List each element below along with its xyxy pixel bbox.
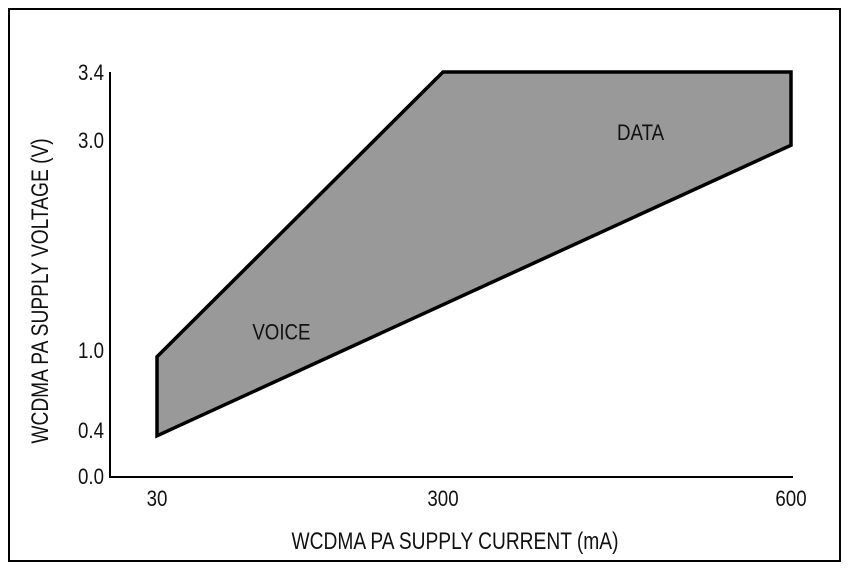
y-tick-label: 3.4 [78, 62, 104, 86]
y-axis-title: WCDMA PA SUPPLY VOLTAGE (V) [26, 138, 54, 443]
x-tick-label: 300 [427, 488, 458, 512]
x-tick-label: 600 [775, 488, 806, 512]
region-label: DATA [617, 122, 664, 146]
y-tick-label: 3.0 [78, 130, 104, 154]
region-label: VOICE [252, 321, 310, 345]
x-axis-title: WCDMA PA SUPPLY CURRENT (mA) [292, 527, 619, 555]
plot-area: 0.0 0.4 1.0 3.0 3.4 30 300 600 VOICE DATA [78, 62, 807, 512]
y-tick-label: 1.0 [78, 340, 104, 364]
operating-region [155, 70, 793, 439]
x-tick-label: 30 [147, 488, 168, 512]
y-tick-label: 0.0 [78, 466, 104, 490]
y-tick-label: 0.4 [78, 420, 104, 444]
